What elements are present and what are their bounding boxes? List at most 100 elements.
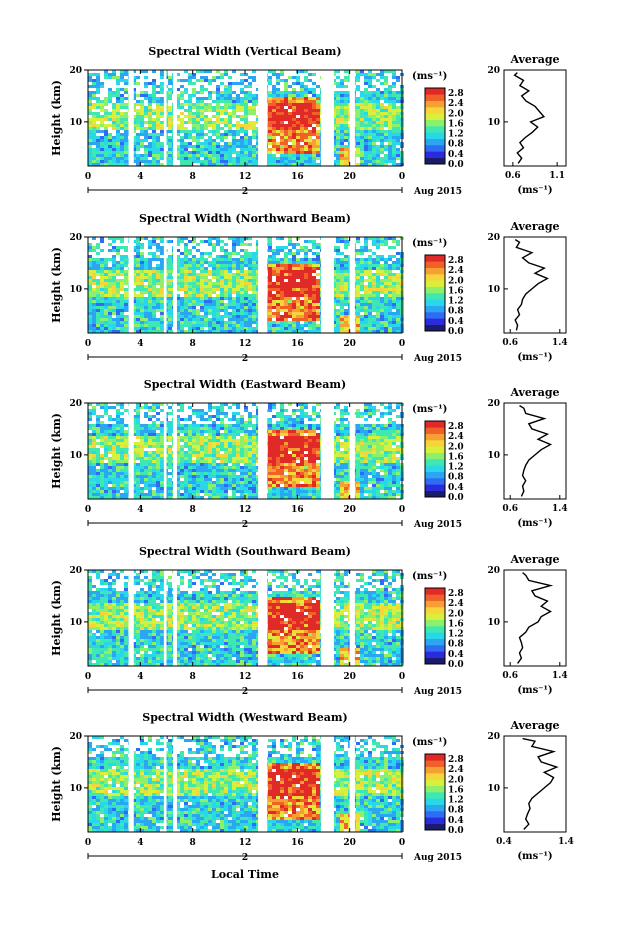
colorbar-swatch: [425, 490, 445, 498]
colorbar-tick-label: 1.6: [448, 286, 464, 296]
colorbar-tick-label: 0.8: [448, 307, 464, 317]
colorbar-tick-label: 2.0: [448, 775, 464, 785]
colorbar-tick-label: 0.8: [448, 140, 464, 150]
colorbar-swatch: [425, 613, 445, 620]
x-tick-label: 12: [239, 838, 252, 848]
average-profile-line: [517, 572, 554, 664]
panel-title: Spectral Width (Westward Beam): [142, 711, 347, 724]
colorbar-swatch: [425, 132, 445, 139]
x-tick-label: 16: [291, 172, 304, 182]
date-label: Aug 2015: [413, 187, 462, 197]
data-gap: [173, 570, 177, 666]
colorbar-tick-label: 2.0: [448, 276, 464, 286]
heatmap-cells: [88, 70, 404, 166]
colorbar-tick-label: 2.8: [448, 89, 464, 99]
colorbar-swatch: [425, 440, 445, 447]
colorbar-tick-label: 2.0: [448, 609, 464, 619]
colorbar-tick-label: 2.0: [448, 109, 464, 119]
heatmap-cells: [88, 736, 404, 832]
heatmap-cells: [88, 237, 404, 333]
avg-x-tick-label: 1.4: [552, 504, 568, 514]
data-gap: [258, 736, 268, 832]
y-axis-label: Height (km): [50, 247, 63, 323]
avg-x-tick-label: 0.6: [502, 338, 518, 348]
data-gap: [258, 403, 268, 499]
colorbar-tick-label: 1.2: [448, 630, 464, 640]
colorbar-tick-label: 0.4: [448, 317, 464, 327]
colorbar-frame: [424, 87, 446, 165]
date-day-label: 2: [242, 354, 248, 364]
average-frame: [503, 69, 567, 167]
colorbar-tick-label: 0.4: [448, 816, 464, 826]
colorbar-tick-label: 2.8: [448, 256, 464, 266]
data-gap: [320, 736, 334, 832]
x-tick-label: 12: [239, 505, 252, 515]
date-label: Aug 2015: [413, 687, 462, 697]
colorbar-swatch: [425, 773, 445, 780]
colorbar-swatch: [425, 305, 445, 313]
avg-x-unit: (ms⁻¹): [517, 185, 552, 196]
data-gap: [320, 70, 334, 166]
avg-y-tick-label: 10: [487, 451, 500, 461]
colorbar-swatch: [425, 484, 445, 491]
colorbar-swatch: [425, 638, 445, 646]
x-axis-label: Local Time: [211, 868, 279, 881]
colorbar-swatch: [425, 779, 445, 786]
panel-title: Spectral Width (Eastward Beam): [144, 378, 346, 391]
y-tick-label: 20: [69, 566, 82, 576]
avg-y-tick-label: 10: [487, 784, 500, 794]
avg-y-tick-label: 20: [487, 732, 500, 742]
x-tick-label: 12: [239, 172, 252, 182]
colorbar-tick-label: 0.4: [448, 150, 464, 160]
average-profile-line: [519, 405, 553, 497]
data-gap: [349, 403, 355, 499]
colorbar-swatch: [425, 760, 445, 767]
panel-5: Spectral Width (Westward Beam)0 4 8 12 16 20 0…: [50, 711, 574, 863]
colorbar-swatch: [425, 465, 445, 472]
x-tick-label: 12: [239, 339, 252, 349]
y-axis-label: Height (km): [50, 580, 63, 656]
x-tick-label: 4: [137, 172, 143, 182]
data-gap: [173, 403, 177, 499]
data-gap: [349, 736, 355, 832]
x-tick-label: 16: [291, 838, 304, 848]
colorbar-tick-label: 2.0: [448, 442, 464, 452]
x-tick-label: 0: [399, 172, 405, 182]
colorbar-tick-label: 2.4: [448, 765, 464, 775]
x-tick-label: 16: [291, 339, 304, 349]
colorbar-swatch: [425, 100, 445, 108]
colorbar-swatch: [425, 645, 445, 652]
panel-4: Spectral Width (Southward Beam)0 4 8 12 16 20…: [50, 545, 568, 697]
colorbar-swatch: [425, 145, 445, 152]
colorbar-tick-label: 0.0: [448, 826, 464, 836]
avg-x-unit: (ms⁻¹): [517, 352, 552, 363]
x-tick-label: 0: [85, 339, 91, 349]
colorbar-frame: [424, 587, 446, 665]
colorbar-tick-label: 2.8: [448, 755, 464, 765]
x-tick-label: 20: [343, 505, 356, 515]
colorbar-swatch: [425, 626, 445, 633]
avg-x-tick-label: 0.6: [505, 171, 521, 181]
date-label: Aug 2015: [413, 354, 462, 364]
colorbar-swatch: [425, 427, 445, 434]
x-tick-label: 20: [343, 838, 356, 848]
data-gap: [163, 70, 167, 166]
x-tick-label: 16: [291, 505, 304, 515]
colorbar-swatch: [425, 600, 445, 608]
colorbar-unit: (ms⁻¹): [412, 571, 447, 582]
colorbar-tick-label: 1.6: [448, 452, 464, 462]
avg-x-tick-label: 1.4: [552, 338, 568, 348]
colorbar-swatch: [425, 607, 445, 614]
panel-1: Spectral Width (Vertical Beam)0 4 8 12 16 20 0…: [50, 45, 567, 197]
colorbar-unit: (ms⁻¹): [412, 404, 447, 415]
colorbar-swatch: [425, 817, 445, 824]
colorbar-swatch: [425, 261, 445, 268]
colorbar-tick-label: 2.8: [448, 589, 464, 599]
avg-y-tick-label: 20: [487, 233, 500, 243]
avg-y-tick-label: 20: [487, 399, 500, 409]
average-frame: [503, 569, 567, 667]
colorbar-swatch: [425, 113, 445, 120]
panel-title: Spectral Width (Vertical Beam): [148, 45, 341, 58]
data-gap: [163, 403, 167, 499]
colorbar-swatch: [425, 632, 445, 639]
